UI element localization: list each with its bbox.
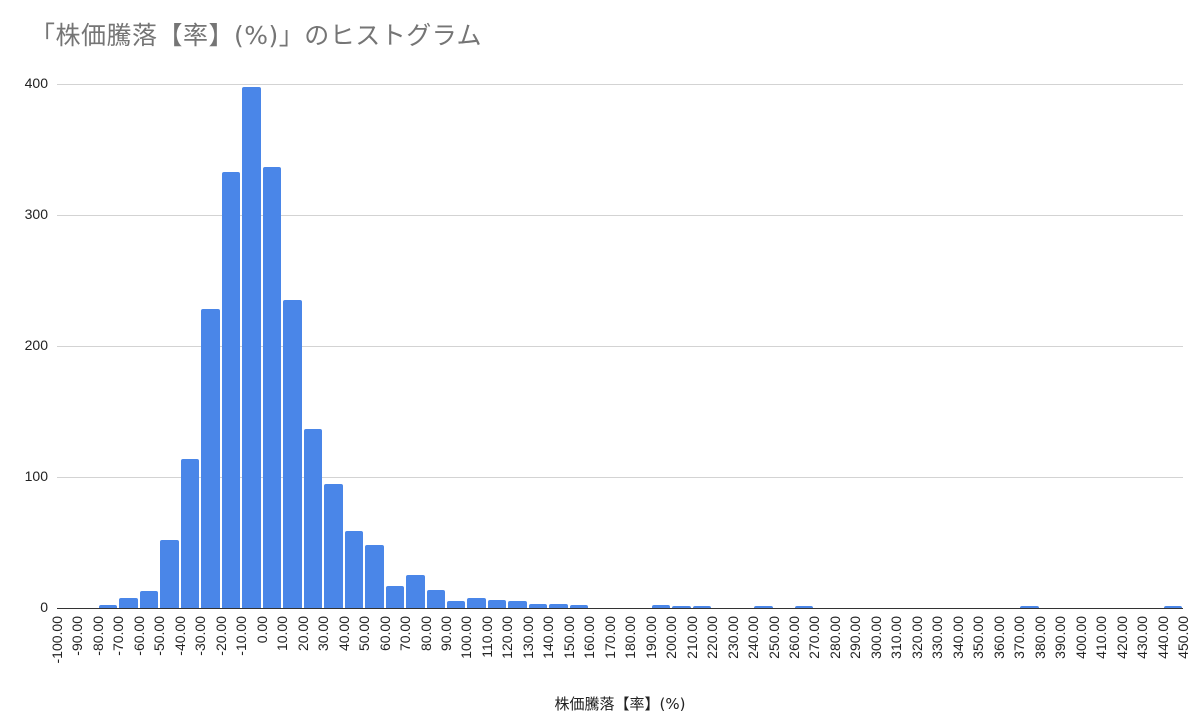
gridline: [57, 84, 1183, 85]
histogram-bar[interactable]: [160, 539, 179, 608]
x-tick-label: 420.00: [1113, 616, 1130, 659]
x-tick-label: 260.00: [786, 616, 803, 659]
x-tick-label: 50.00: [356, 616, 373, 652]
x-tick-label: 40.00: [335, 616, 352, 652]
histogram-bar[interactable]: [426, 589, 445, 608]
histogram-bar[interactable]: [692, 606, 712, 608]
histogram-bar[interactable]: [754, 606, 773, 608]
x-tick-label: 210.00: [683, 616, 700, 659]
histogram-bar[interactable]: [651, 605, 671, 608]
x-tick-label: 300.00: [867, 616, 884, 659]
x-tick-label: 360.00: [990, 616, 1007, 659]
x-tick-label: 220.00: [704, 616, 721, 659]
gridline: [57, 346, 1183, 347]
x-axis-line: [57, 608, 1183, 609]
x-tick-label: 200.00: [663, 616, 680, 659]
x-tick-label: 380.00: [1031, 616, 1048, 659]
histogram-bar[interactable]: [467, 597, 486, 608]
x-tick-label: 440.00: [1154, 616, 1171, 659]
histogram-bar[interactable]: [242, 86, 261, 608]
x-tick-label: 0.00: [253, 616, 270, 644]
x-tick-label: 180.00: [622, 616, 639, 659]
histogram-bar[interactable]: [1020, 606, 1039, 608]
histogram-bar[interactable]: [1163, 606, 1182, 608]
x-tick-label: 190.00: [642, 616, 659, 659]
x-tick-label: 340.00: [949, 616, 966, 659]
x-tick-label: 430.00: [1134, 616, 1151, 659]
histogram-bar[interactable]: [201, 309, 220, 608]
histogram-bar[interactable]: [549, 604, 568, 608]
histogram-bar[interactable]: [385, 585, 405, 608]
x-tick-label: 280.00: [826, 616, 843, 659]
gridline: [57, 215, 1183, 216]
x-tick-label: 130.00: [519, 616, 536, 659]
x-tick-label: -60.00: [130, 616, 147, 656]
x-tick-label: 320.00: [908, 616, 925, 659]
histogram-bar[interactable]: [569, 605, 589, 608]
y-tick-label: 400: [24, 75, 48, 91]
histogram-bar[interactable]: [446, 601, 466, 608]
x-tick-label: -80.00: [89, 616, 106, 656]
histogram-bar[interactable]: [672, 606, 691, 608]
gridline: [57, 477, 1183, 478]
x-tick-label: 350.00: [970, 616, 987, 659]
x-tick-label: 270.00: [806, 616, 823, 659]
x-tick-label: -30.00: [192, 616, 209, 656]
x-tick-label: 30.00: [315, 616, 332, 652]
x-tick-label: -10.00: [233, 616, 250, 656]
x-tick-label: 70.00: [397, 616, 414, 652]
histogram-bar[interactable]: [406, 575, 425, 608]
histogram-bar[interactable]: [221, 171, 241, 608]
x-tick-label: 330.00: [929, 616, 946, 659]
y-tick-label: 100: [24, 468, 48, 484]
x-tick-label: 20.00: [294, 616, 311, 652]
y-tick-label: 0: [40, 599, 48, 615]
histogram-bar[interactable]: [344, 530, 364, 608]
y-tick-label: 300: [24, 206, 48, 222]
x-tick-label: 140.00: [540, 616, 557, 659]
x-tick-label: -90.00: [69, 616, 86, 656]
histogram-bar[interactable]: [487, 600, 507, 608]
x-tick-label: -20.00: [212, 616, 229, 656]
chart-title: 「株価騰落【率】(%)」のヒストグラム: [30, 21, 483, 50]
x-tick-label: -50.00: [151, 616, 168, 656]
x-tick-label: 310.00: [888, 616, 905, 659]
x-tick-label: 240.00: [745, 616, 762, 659]
histogram-bar[interactable]: [528, 604, 548, 608]
x-tick-label: 120.00: [499, 616, 516, 659]
x-tick-label: 150.00: [560, 616, 577, 659]
x-tick-label: 250.00: [765, 616, 782, 659]
x-tick-label: 170.00: [601, 616, 618, 659]
x-tick-label: 60.00: [376, 616, 393, 652]
y-tick-label: 200: [24, 337, 48, 353]
x-tick-label: 110.00: [478, 616, 495, 658]
histogram-bar[interactable]: [139, 590, 159, 608]
x-tick-label: -40.00: [171, 616, 188, 656]
x-tick-label: 160.00: [581, 616, 598, 659]
x-tick-label: -100.00: [49, 616, 65, 664]
x-tick-label: 230.00: [724, 616, 741, 659]
x-axis-title: 株価騰落【率】(%): [554, 695, 686, 713]
histogram-bar[interactable]: [98, 605, 118, 608]
x-tick-label: 390.00: [1052, 616, 1069, 659]
histogram-bar[interactable]: [180, 458, 200, 608]
histogram-bar[interactable]: [508, 601, 527, 608]
histogram-bar[interactable]: [262, 166, 282, 608]
x-tick-label: 450.00: [1175, 616, 1191, 659]
x-tick-label: 100.00: [458, 616, 475, 659]
x-tick-label: -70.00: [110, 616, 127, 656]
histogram-bar[interactable]: [795, 606, 814, 608]
histogram-bar[interactable]: [283, 300, 302, 608]
x-tick-label: 370.00: [1011, 616, 1028, 659]
histogram-bar[interactable]: [324, 483, 343, 608]
histogram-bar[interactable]: [119, 597, 138, 608]
x-tick-label: 410.00: [1093, 616, 1110, 659]
x-tick-label: 290.00: [847, 616, 864, 659]
x-tick-label: 80.00: [417, 616, 434, 652]
x-tick-label: 400.00: [1072, 616, 1089, 659]
x-tick-label: 10.00: [274, 616, 291, 652]
x-tick-label: 90.00: [437, 616, 454, 652]
histogram-bar[interactable]: [365, 545, 384, 608]
histogram-bar[interactable]: [303, 428, 323, 608]
